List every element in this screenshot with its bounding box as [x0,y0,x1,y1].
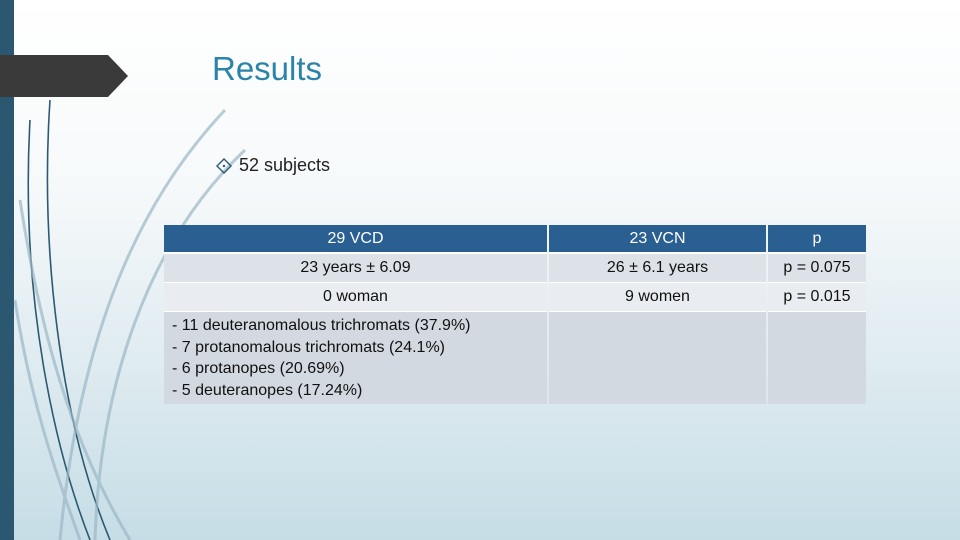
results-table: 29 VCD 23 VCN p 23 years ± 6.09 26 ± 6.1… [162,225,868,404]
cell-vcd-age: 23 years ± 6.09 [164,254,547,283]
left-accent-bar [0,0,14,540]
type-line: - 5 deuteranopes (17.24%) [172,381,363,399]
diamond-bullet-icon [216,157,232,174]
cell-vcn-age: 26 ± 6.1 years [549,254,766,283]
title-tab-shape [0,55,128,97]
cell-vcn-sex: 9 women [549,283,766,312]
bullet-text: 52 subjects [239,155,331,175]
type-line: - 11 deuteranomalous trichromats (37.9%) [172,317,471,334]
type-line: - 7 protanomalous trichromats (24.1%) [172,338,445,356]
slide-title: Results [212,50,323,87]
cell-p-age: p = 0.075 [768,254,866,283]
header-vcn: 23 VCN [549,225,766,254]
table-row-age: 23 years ± 6.09 26 ± 6.1 years p = 0.075 [164,254,866,283]
table-header-row: 29 VCD 23 VCN p [164,225,866,254]
cell-vcd-types: - 11 deuteranomalous trichromats (37.9%)… [164,312,547,404]
table-row-types: - 11 deuteranomalous trichromats (37.9%)… [164,312,866,404]
cell-vcn-types-empty [549,312,766,404]
bullet-subjects: 52 subjects [215,155,330,176]
cell-p-sex: p = 0.015 [768,283,866,312]
cell-p-types-empty [768,312,866,404]
cell-vcd-sex: 0 woman [164,283,547,312]
header-p: p [768,225,866,254]
table-row-sex: 0 woman 9 women p = 0.015 [164,283,866,312]
header-vcd: 29 VCD [164,225,547,254]
type-line: - 6 protanopes (20.69%) [172,360,345,377]
